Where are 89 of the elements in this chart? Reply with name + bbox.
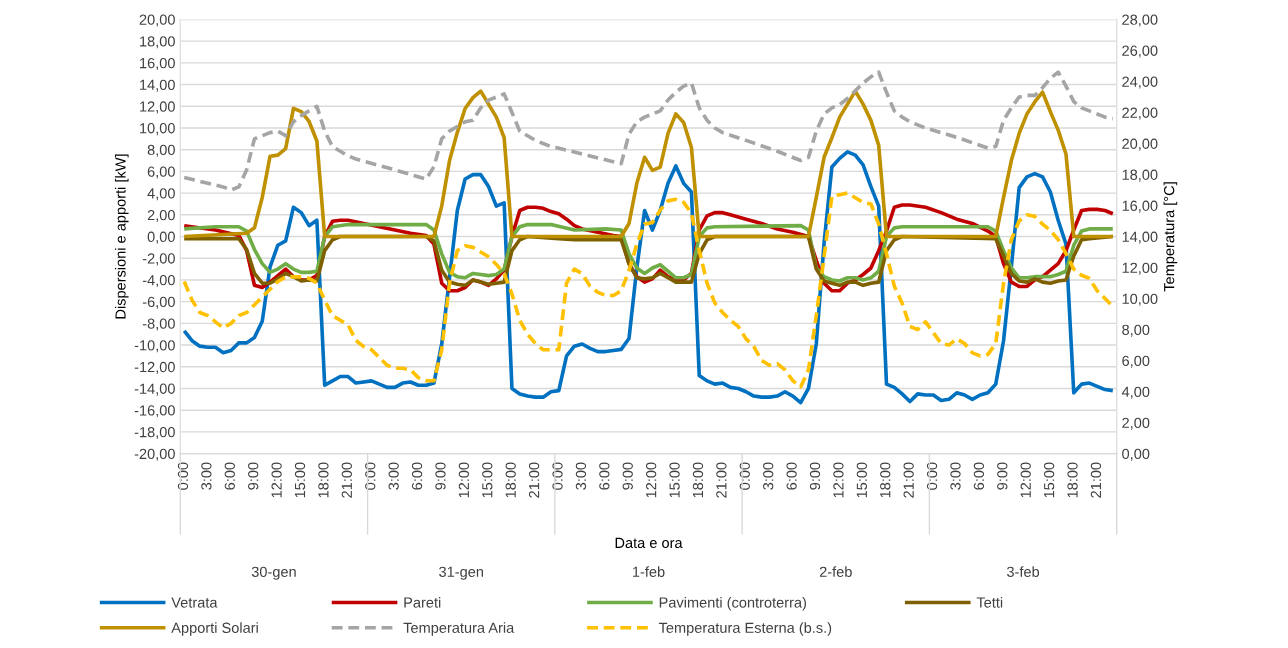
y-tick-label: 0,00 [147, 231, 175, 244]
x-axis-title: Data e ora [615, 537, 683, 549]
x-tick-label: 0:00 [739, 462, 750, 490]
x-tick-label: 15:00 [669, 462, 680, 498]
x-tick-label: 9:00 [997, 462, 1008, 490]
x-tick-label: 12:00 [1020, 462, 1031, 498]
legend-label: Vetrata [171, 597, 218, 608]
text: 30-gen [251, 566, 296, 580]
x-tick-label: 21:00 [528, 462, 540, 498]
x-tick-label: 9:00 [809, 462, 821, 490]
legend-label: Pavimenti (controterra) [659, 596, 806, 611]
x-tick-label: 9:00 [248, 462, 259, 490]
y-tick-label: -12,00 [134, 361, 175, 374]
y2-tick-label: 26,00 [1122, 45, 1158, 58]
y2-tick-label: 14,00 [1122, 231, 1158, 244]
x-tick-label: 21:00 [716, 462, 727, 498]
text: 3-feb [1007, 566, 1040, 577]
y-tick-label: -2,00 [142, 253, 175, 266]
y-tick-label: 20,00 [139, 14, 175, 27]
x-tick-label: 21:00 [1090, 462, 1102, 498]
x-tick-label: 18:00 [505, 462, 516, 498]
x-tick-label: 21:00 [341, 462, 352, 498]
y-tick-label: 4,00 [147, 188, 175, 201]
line-series [182, 191, 1115, 389]
legend-label: Apporti Solari [171, 622, 258, 636]
x-tick-label: 12:00 [458, 462, 470, 498]
y2-tick-label: 22,00 [1122, 107, 1158, 120]
x-tick-label: 6:00 [786, 462, 797, 490]
text: 2-feb [819, 566, 852, 577]
y2-tick-label: 18,00 [1122, 169, 1158, 182]
y2-tick-label: 8,00 [1122, 324, 1150, 337]
x-tick-label: 15:00 [482, 462, 493, 498]
y2-tick-label: 4,00 [1121, 386, 1150, 399]
y-tick-label: -20,00 [134, 448, 175, 461]
legend-label: Temperatura Esterna (b.s.) [658, 622, 832, 636]
x-tick-label: 12:00 [833, 462, 844, 498]
x-tick-label: 6:00 [599, 462, 610, 490]
y2-tick-label: 16,00 [1122, 200, 1158, 213]
legend-label: Tetti [976, 596, 1003, 608]
y-tick-label: 14,00 [140, 79, 175, 92]
x-tick-label: 6:00 [411, 462, 423, 490]
x-tick-label: 12:00 [646, 462, 657, 498]
x-tick-label: 15:00 [294, 462, 306, 498]
y2-tick-label: 2,00 [1122, 417, 1150, 430]
y-tick-label: -8,00 [142, 318, 175, 331]
x-tick-label: 21:00 [903, 462, 914, 498]
y2-tick-label: 6,00 [1122, 355, 1150, 368]
y-tick-label: -14,00 [134, 383, 175, 396]
x-tick-label: 9:00 [435, 462, 446, 490]
y2-tick-label: 12,00 [1122, 262, 1158, 275]
x-tick-label: 3:00 [201, 462, 212, 490]
y-tick-label: -4,00 [142, 275, 175, 288]
y2-axis-title: Temperatura [°C] [1163, 182, 1178, 292]
x-tick-label: 3:00 [388, 462, 399, 490]
y2-tick-label: 20,00 [1122, 138, 1158, 151]
x-tick-label: 0:00 [552, 462, 563, 490]
x-tick-label: 15:00 [856, 462, 868, 498]
y-tick-label: 2,00 [147, 209, 175, 222]
y2-tick-label: 0,00 [1122, 448, 1150, 461]
x-tick-label: 3:00 [763, 462, 774, 490]
x-tick-label: 18:00 [1067, 462, 1078, 498]
y-tick-label: 10,00 [140, 123, 175, 136]
x-tick-label: 6:00 [224, 462, 235, 490]
y-tick-label: -10,00 [134, 340, 175, 353]
legend-label: Pareti [404, 596, 441, 608]
x-tick-label: 6:00 [973, 462, 985, 490]
legend-label: Temperatura Aria [403, 622, 515, 636]
x-tick-label: 18:00 [318, 462, 329, 498]
y2-tick-label: 28,00 [1122, 14, 1158, 27]
y-tick-label: 8,00 [147, 144, 175, 157]
y-axis-title: Dispersioni e apporti [kW] [114, 154, 129, 319]
y-tick-label: -6,00 [142, 296, 175, 309]
y2-tick-label: 10,00 [1122, 293, 1158, 306]
x-tick-label: 18:00 [692, 462, 704, 498]
y-tick-label: 12,00 [140, 101, 175, 114]
x-tick-label: 3:00 [950, 462, 961, 490]
y-tick-label: -18,00 [134, 426, 175, 440]
x-tick-label: 9:00 [622, 462, 633, 490]
y2-tick-label: 24,00 [1122, 76, 1158, 89]
x-tick-label: 3:00 [575, 462, 587, 490]
text: 31-gen [439, 566, 483, 580]
y-tick-label: -16,00 [134, 405, 175, 418]
y-tick-label: 16,00 [140, 57, 175, 71]
text: 1-feb [633, 566, 665, 577]
y-tick-label: 6,00 [147, 166, 175, 179]
y-tick-label: 18,00 [140, 36, 175, 49]
x-tick-label: 12:00 [271, 462, 282, 498]
x-tick-label: 18:00 [880, 462, 891, 498]
x-tick-label: 15:00 [1043, 462, 1055, 498]
